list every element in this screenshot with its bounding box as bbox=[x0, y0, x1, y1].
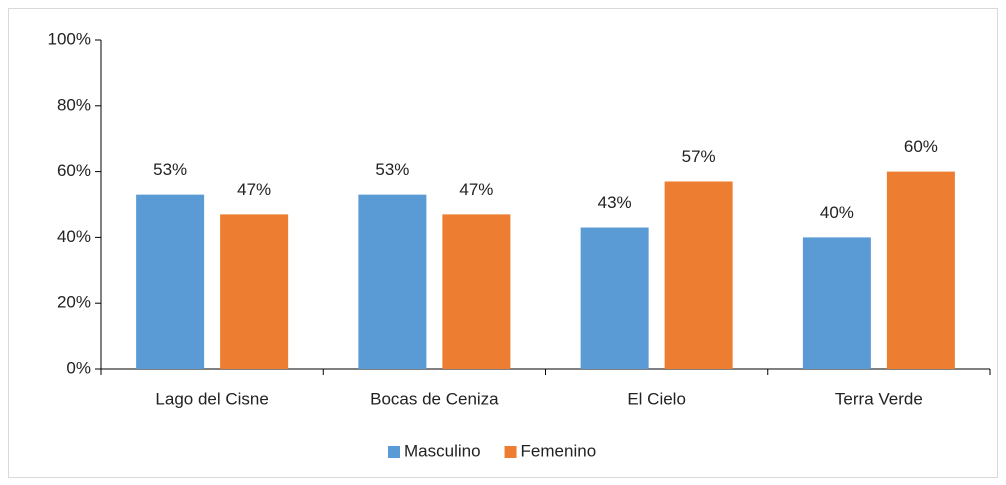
y-tick-label: 40% bbox=[57, 227, 91, 246]
x-tick-label: El Cielo bbox=[627, 389, 686, 408]
data-label: 40% bbox=[820, 203, 854, 222]
y-tick-label: 80% bbox=[57, 95, 91, 114]
x-tick-label: Bocas de Ceniza bbox=[370, 389, 499, 408]
x-tick-label: Lago del Cisne bbox=[155, 389, 268, 408]
bar bbox=[580, 227, 649, 369]
data-label: 47% bbox=[459, 180, 493, 199]
bar bbox=[220, 214, 289, 369]
legend-label: Masculino bbox=[404, 441, 481, 460]
bar bbox=[664, 181, 733, 369]
y-tick-label: 0% bbox=[66, 358, 91, 377]
legend-swatch bbox=[504, 446, 517, 458]
bar bbox=[442, 214, 511, 369]
data-label: 43% bbox=[598, 193, 632, 212]
y-tick-label: 100% bbox=[48, 29, 91, 48]
bar bbox=[358, 194, 427, 369]
data-label: 53% bbox=[153, 160, 187, 179]
data-label: 53% bbox=[375, 160, 409, 179]
x-tick-label: Terra Verde bbox=[835, 389, 923, 408]
legend-swatch bbox=[388, 446, 400, 458]
bar bbox=[802, 237, 871, 369]
data-label: 47% bbox=[237, 180, 271, 199]
data-label: 60% bbox=[904, 137, 938, 156]
y-tick-label: 60% bbox=[57, 161, 91, 180]
data-label: 57% bbox=[682, 147, 716, 166]
bar bbox=[136, 194, 205, 369]
bar bbox=[886, 171, 955, 369]
y-tick-label: 20% bbox=[57, 293, 91, 312]
legend-label: Femenino bbox=[521, 441, 597, 460]
